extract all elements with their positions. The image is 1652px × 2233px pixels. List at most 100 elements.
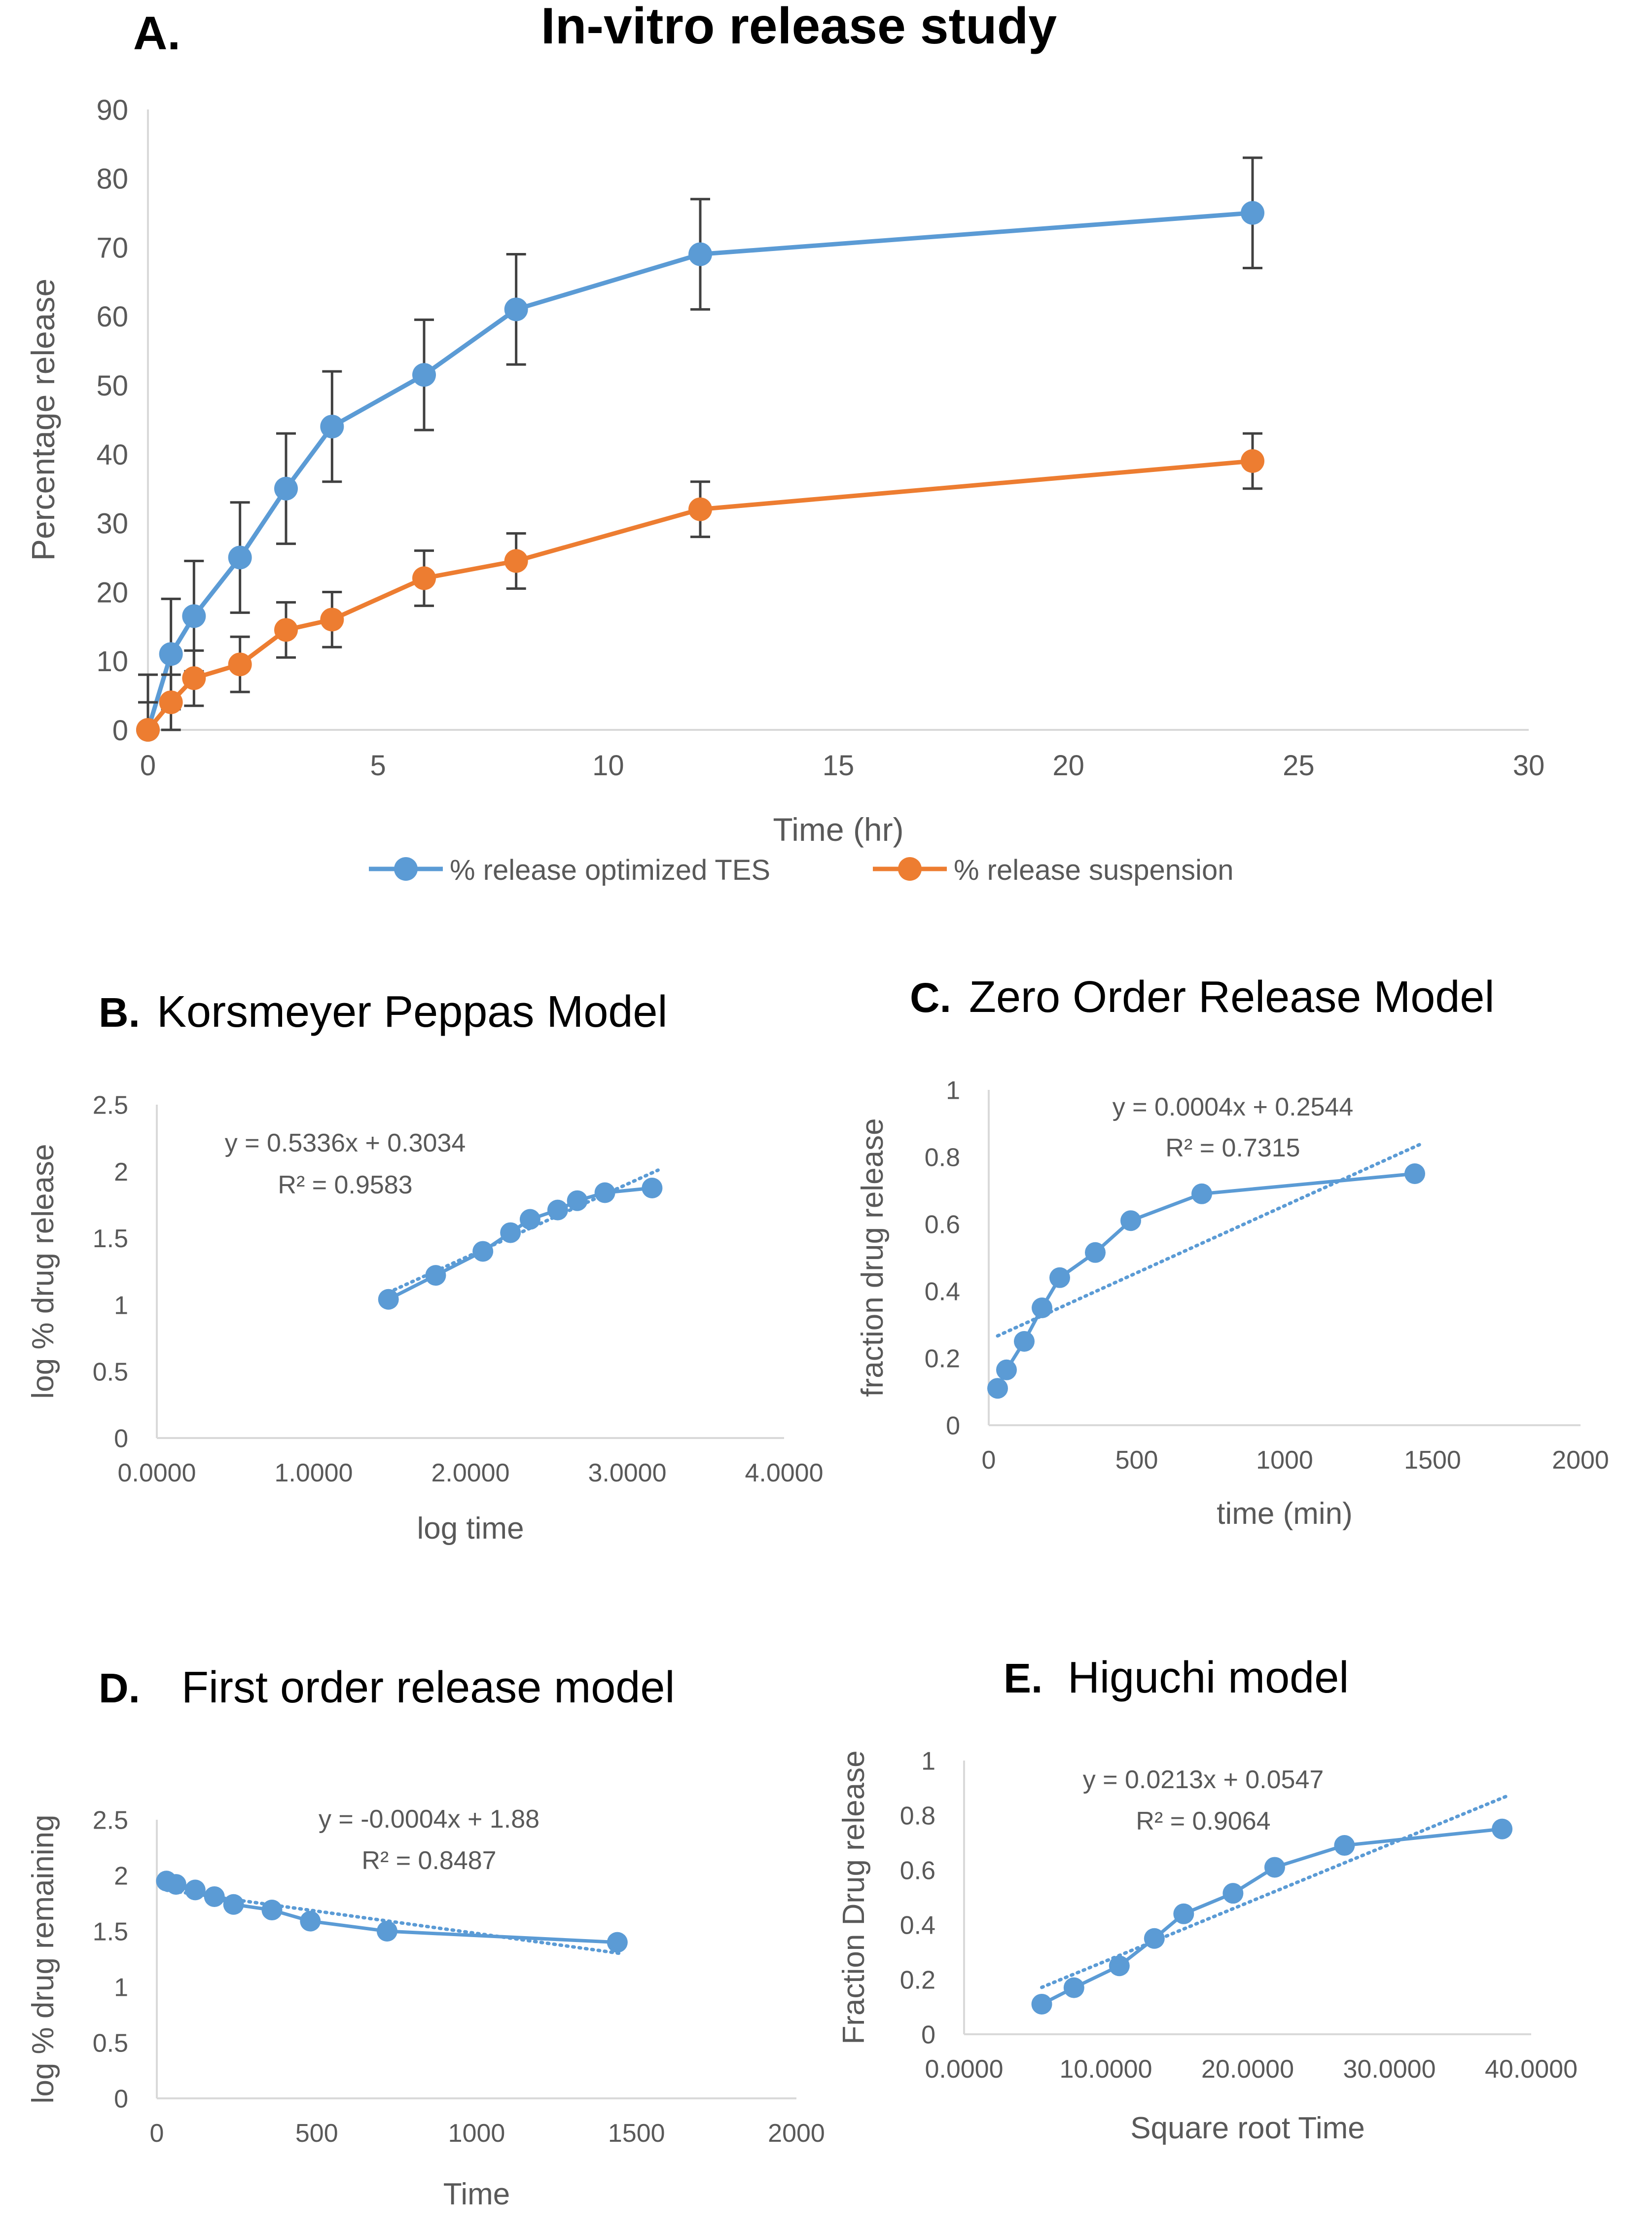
- x-tick-label: 20.0000: [1201, 2055, 1294, 2084]
- x-tick-label: 1000: [1256, 1446, 1313, 1475]
- data-point: [567, 1190, 588, 1211]
- data-point: [223, 1894, 244, 1915]
- data-point: [642, 1178, 663, 1198]
- y-tick-label: 0.6: [900, 1857, 935, 1885]
- data-point: [378, 1289, 399, 1310]
- x-tick-label: 10: [592, 750, 624, 782]
- y-axis-label: log % drug release: [26, 1144, 60, 1399]
- x-tick-label: 1.0000: [274, 1459, 353, 1487]
- data-point: [412, 566, 436, 590]
- chart-b: B. Korsmeyer Peppas Model 0.0000 1.0000 2.00…: [26, 987, 824, 1546]
- data-point: [607, 1932, 628, 1953]
- data-point: [1063, 1977, 1084, 1998]
- data-point: [519, 1209, 540, 1230]
- trendline: [1040, 1794, 1510, 1989]
- panel-letter: C.: [910, 974, 951, 1021]
- trend-equation: y = 0.0004x + 0.2544: [1113, 1093, 1354, 1121]
- x-tick-label: 30.0000: [1343, 2055, 1436, 2084]
- data-point: [1032, 1297, 1052, 1318]
- y-tick-label: 0.8: [900, 1802, 935, 1831]
- chart-e: E. Higuchi model 0.0000 10.0000 20.0000 30.00…: [837, 1653, 1578, 2145]
- data-point: [159, 642, 183, 666]
- data-point: [1085, 1242, 1106, 1263]
- data-point: [184, 1879, 206, 1901]
- data-point: [547, 1199, 568, 1221]
- trend-r-squared: R² = 0.9583: [278, 1171, 412, 1199]
- x-axis-label: Time: [443, 2177, 510, 2211]
- x-tick-label: 0.0000: [117, 1459, 196, 1487]
- y-tick-label: 1: [114, 1291, 128, 1320]
- x-tick-label: 10.0000: [1060, 2055, 1152, 2084]
- y-tick-label: 1: [921, 1747, 935, 1776]
- y-tick-label: 90: [96, 94, 128, 126]
- x-tick-label: 1500: [608, 2119, 665, 2148]
- y-tick-label: 70: [96, 232, 128, 264]
- data-point: [159, 690, 183, 715]
- data-point: [228, 652, 252, 677]
- x-tick-label: 1500: [1404, 1446, 1461, 1475]
- chart-title: Higuchi model: [1068, 1653, 1349, 1702]
- data-point: [1222, 1883, 1244, 1904]
- y-tick-label: 2.5: [93, 1806, 128, 1835]
- x-tick-label: 0: [982, 1446, 996, 1475]
- data-point: [688, 497, 712, 521]
- x-tick-label: 30: [1513, 750, 1545, 782]
- data-point: [300, 1910, 321, 1932]
- chart-c: C. Zero Order Release Model 0 500 1000 1500 20…: [856, 972, 1609, 1531]
- y-tick-label: 50: [96, 370, 128, 402]
- data-point: [1031, 1993, 1052, 2015]
- data-point: [261, 1900, 283, 1921]
- x-tick-label: 3.0000: [588, 1459, 666, 1487]
- data-point: [376, 1921, 397, 1942]
- y-tick-label: 80: [96, 163, 128, 195]
- data-point: [594, 1182, 615, 1203]
- trend-equation: y = -0.0004x + 1.88: [319, 1805, 539, 1834]
- y-tick-label: 0: [114, 2085, 128, 2114]
- y-tick-label: 20: [96, 576, 128, 609]
- x-axis-label: time (min): [1217, 1497, 1353, 1531]
- data-point: [412, 363, 436, 387]
- data-point: [1173, 1903, 1194, 1924]
- x-tick-label: 0: [150, 2119, 164, 2148]
- series-line: [388, 1186, 652, 1301]
- data-point: [1109, 1955, 1130, 1977]
- data-point: [996, 1359, 1017, 1380]
- x-tick-label: 1000: [448, 2119, 505, 2148]
- data-point: [1334, 1835, 1355, 1856]
- x-tick-label: 5: [370, 750, 386, 782]
- series-line-0: [145, 211, 1253, 731]
- data-point: [1404, 1163, 1425, 1184]
- data-point: [1144, 1928, 1165, 1949]
- data-point: [228, 545, 252, 570]
- data-point: [165, 1874, 186, 1895]
- y-tick-label: 1.5: [93, 1225, 128, 1253]
- x-tick-label: 40.0000: [1485, 2055, 1578, 2084]
- chart-a: A. In-vitro release study 0 5 10 15 20 25 30 0 10 2…: [25, 0, 1544, 886]
- panel-letter: D.: [99, 1665, 140, 1711]
- trend-r-squared: R² = 0.9064: [1136, 1807, 1270, 1836]
- y-axis-label: log % drug remaining: [26, 1815, 60, 2104]
- data-point: [1049, 1267, 1070, 1288]
- panel-letter: E.: [1004, 1655, 1042, 1701]
- y-tick-label: 2.5: [93, 1091, 128, 1120]
- data-point: [320, 608, 344, 632]
- trendline: [996, 1142, 1423, 1338]
- trend-equation: y = 0.5336x + 0.3034: [225, 1129, 466, 1157]
- data-point: [182, 604, 206, 628]
- data-point: [274, 476, 298, 501]
- y-tick-label: 0: [112, 715, 128, 747]
- data-point: [182, 666, 206, 690]
- data-point: [472, 1241, 494, 1262]
- panel-letter: B.: [99, 989, 140, 1036]
- data-point: [500, 1222, 521, 1243]
- x-axis-label: Square root Time: [1130, 2111, 1365, 2145]
- legend-marker: [394, 857, 418, 881]
- y-tick-label: 0.8: [925, 1144, 960, 1172]
- x-tick-label: 15: [823, 750, 855, 782]
- chart-title: In-vitro release study: [541, 0, 1057, 55]
- y-tick-label: 30: [96, 508, 128, 540]
- y-tick-label: 0.5: [93, 2029, 128, 2058]
- data-point: [1120, 1210, 1141, 1231]
- data-point: [274, 618, 298, 642]
- y-tick-label: 0.4: [925, 1278, 960, 1306]
